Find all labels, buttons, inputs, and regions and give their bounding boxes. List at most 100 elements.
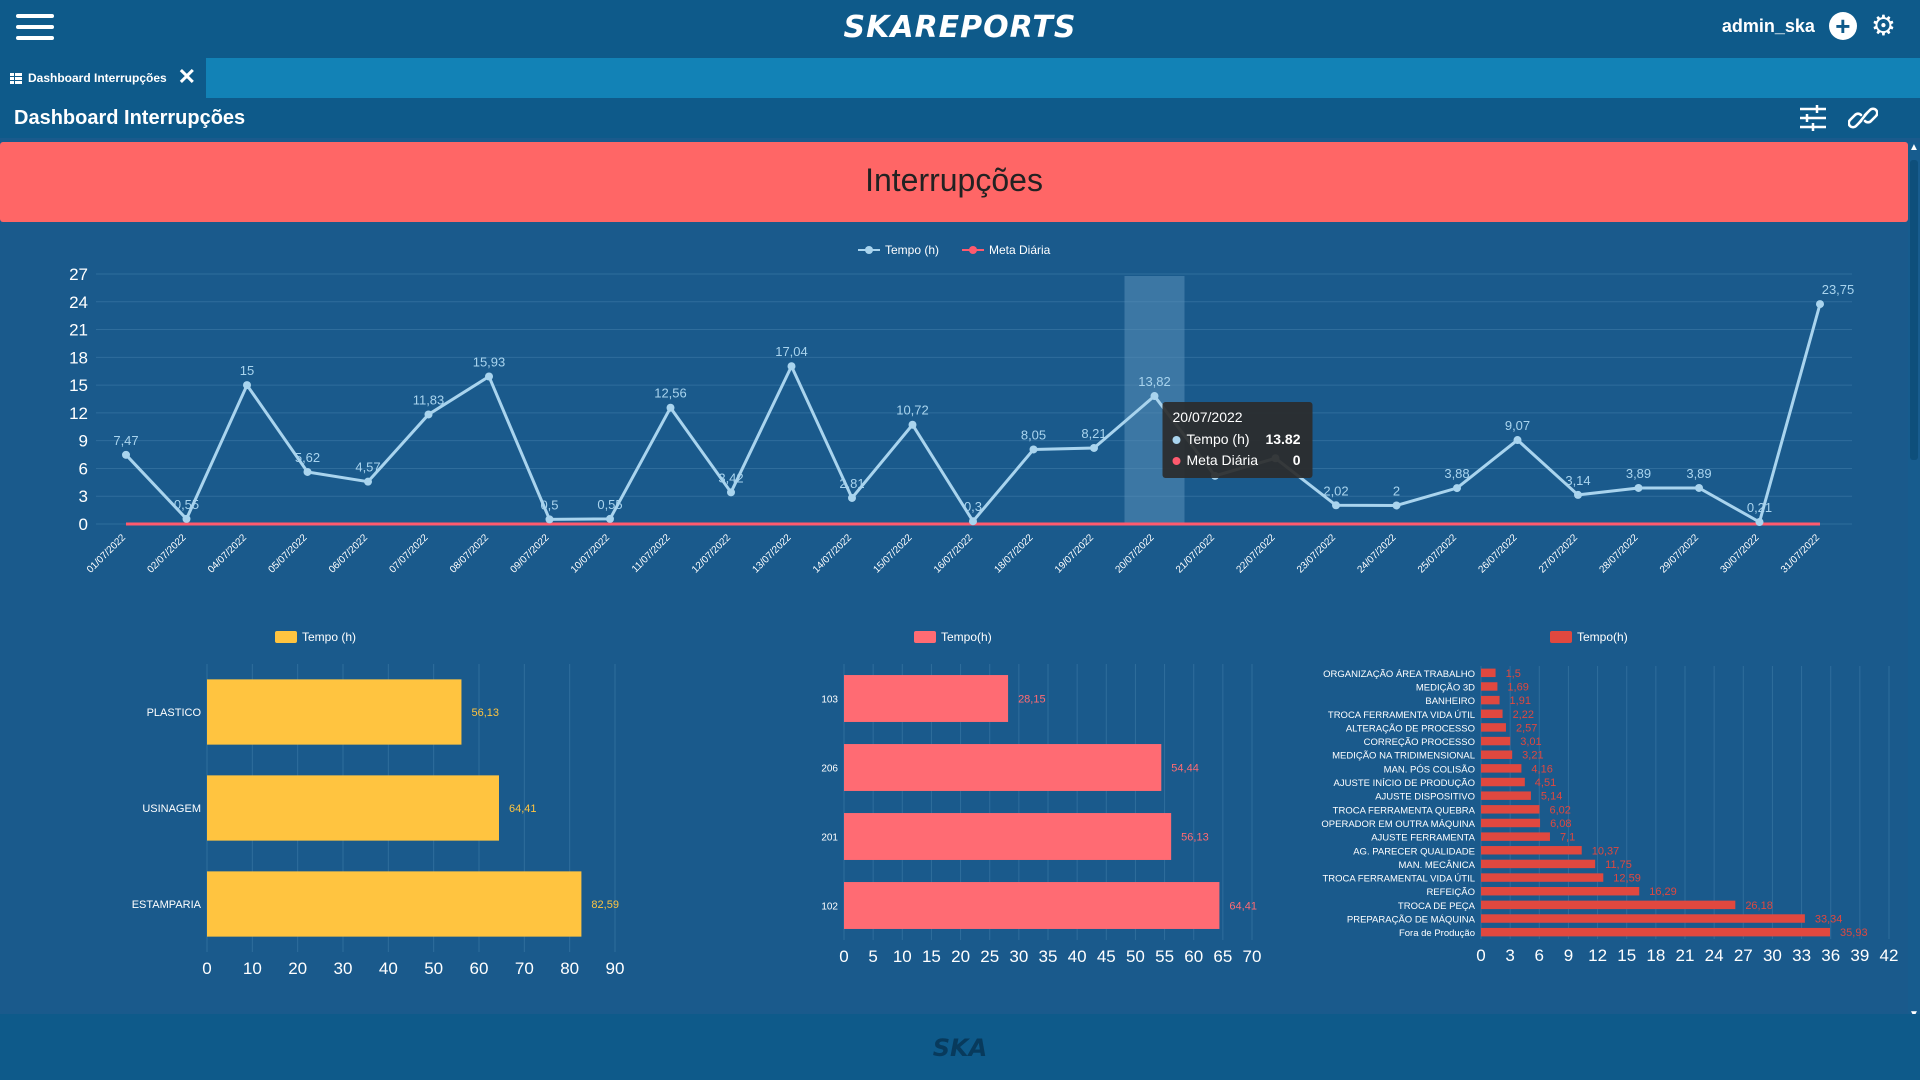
x-tick-label: 30/07/2022 bbox=[1718, 532, 1761, 575]
data-label: 4,57 bbox=[355, 460, 380, 475]
tab-label: Dashboard Interrupções bbox=[28, 71, 167, 85]
gear-icon[interactable]: ⚙ bbox=[1870, 10, 1896, 41]
bar bbox=[1481, 846, 1582, 855]
data-label: 2,02 bbox=[1323, 483, 1348, 498]
user-area: admin_ska + ⚙ bbox=[1722, 12, 1896, 40]
page-header: Dashboard Interrupções bbox=[0, 98, 1920, 138]
tempo-point bbox=[1755, 518, 1764, 527]
menu-icon[interactable] bbox=[16, 14, 54, 44]
bar bbox=[844, 744, 1162, 791]
user-name[interactable]: admin_ska bbox=[1721, 15, 1815, 36]
y-tick-label: 0 bbox=[79, 515, 88, 534]
tempo-point bbox=[908, 420, 917, 429]
legend-marker-meta bbox=[969, 246, 977, 254]
y-tick-label: 3 bbox=[79, 487, 88, 506]
category-label: TROCA FERRAMENTA VIDA ÚTIL bbox=[1328, 710, 1475, 721]
x-tick-label: 39 bbox=[1850, 946, 1869, 965]
tempo-point bbox=[1634, 483, 1643, 492]
data-label: 3,14 bbox=[1565, 473, 1590, 488]
x-tick-label: 50 bbox=[424, 959, 443, 978]
sliders-icon[interactable] bbox=[1798, 104, 1828, 132]
tempo-point bbox=[969, 517, 977, 526]
tempo-point bbox=[243, 381, 251, 390]
legend-swatch bbox=[275, 631, 297, 643]
data-label: 0,55 bbox=[597, 497, 622, 512]
tempo-point bbox=[182, 514, 191, 523]
x-tick-label: 21/07/2022 bbox=[1174, 532, 1217, 575]
data-label: 3,42 bbox=[718, 470, 743, 485]
legend-swatch bbox=[914, 631, 936, 643]
category-label: TROCA DE PEÇA bbox=[1398, 901, 1476, 912]
x-tick-label: 08/07/2022 bbox=[448, 532, 491, 575]
data-label: 3,21 bbox=[1522, 750, 1543, 762]
category-label: MAN. MECÂNICA bbox=[1398, 860, 1475, 871]
y-tick-label: 21 bbox=[69, 321, 88, 340]
link-icon[interactable] bbox=[1848, 104, 1878, 132]
category-label: PREPARAÇÃO DE MÁQUINA bbox=[1347, 915, 1476, 926]
bar bbox=[1481, 873, 1604, 882]
data-label: 3,88 bbox=[1444, 466, 1469, 481]
bar bbox=[1481, 709, 1503, 719]
data-label: 35,93 bbox=[1840, 927, 1868, 939]
data-label: 64,41 bbox=[1229, 901, 1257, 913]
x-tick-label: 90 bbox=[606, 959, 625, 978]
scroll-up-icon[interactable]: ▲ bbox=[1909, 142, 1919, 153]
scroll-thumb[interactable] bbox=[1910, 160, 1918, 460]
x-tick-label: 12/07/2022 bbox=[690, 532, 733, 575]
data-label: 11,83 bbox=[413, 392, 445, 407]
data-label: 15,93 bbox=[473, 355, 506, 370]
x-tick-label: 40 bbox=[379, 959, 398, 978]
tab-dashboard[interactable]: Dashboard Interrupções ✕ bbox=[0, 58, 206, 98]
category-label: AJUSTE INÍCIO DE PRODUÇÃO bbox=[1334, 778, 1475, 789]
y-tick-label: 12 bbox=[69, 404, 88, 423]
data-label: 33,34 bbox=[1815, 914, 1843, 926]
data-label: 0,55 bbox=[174, 497, 199, 512]
footer-logo: SKA bbox=[932, 1034, 988, 1062]
scrollbar[interactable]: ▲ ▼ bbox=[1908, 142, 1920, 1020]
tempo-point bbox=[1574, 490, 1582, 499]
data-label: 5,14 bbox=[1541, 791, 1562, 803]
category-label: MEDIÇÃO 3D bbox=[1416, 682, 1475, 693]
bar bbox=[1481, 750, 1513, 759]
x-tick-label: 13/07/2022 bbox=[750, 532, 793, 575]
x-tick-label: 29/07/2022 bbox=[1658, 532, 1701, 575]
y-tick-label: 18 bbox=[69, 348, 88, 367]
category-label: AG. PARECER QUALIDADE bbox=[1353, 846, 1475, 857]
x-tick-label: 23/07/2022 bbox=[1295, 532, 1338, 575]
bar bbox=[1481, 736, 1511, 746]
tempo-point bbox=[1332, 501, 1340, 510]
y-tick-label: 24 bbox=[69, 293, 88, 312]
banner-title: Interrupções bbox=[865, 162, 1043, 198]
data-label: 12,56 bbox=[654, 386, 687, 401]
x-tick-label: 31/07/2022 bbox=[1779, 532, 1822, 575]
data-label: 7,47 bbox=[113, 433, 138, 448]
x-tick-label: 20 bbox=[951, 947, 970, 966]
x-tick-label: 07/07/2022 bbox=[387, 532, 430, 575]
x-tick-label: 15/07/2022 bbox=[871, 532, 914, 575]
category-label: 206 bbox=[821, 764, 838, 775]
x-tick-label: 27/07/2022 bbox=[1537, 532, 1580, 575]
tooltip-date: 20/07/2022 bbox=[1173, 409, 1243, 425]
x-tick-label: 0 bbox=[1476, 946, 1485, 965]
x-tick-label: 19/07/2022 bbox=[1053, 532, 1096, 575]
tempo-point bbox=[666, 403, 675, 412]
close-icon[interactable]: ✕ bbox=[177, 64, 196, 89]
x-tick-label: 60 bbox=[470, 959, 489, 978]
brand-logo: SKAREPORTS bbox=[843, 10, 1077, 45]
data-label: 12,59 bbox=[1613, 873, 1641, 885]
x-tick-label: 14/07/2022 bbox=[811, 532, 854, 575]
data-label: 56,13 bbox=[1181, 832, 1209, 844]
tempo-point bbox=[424, 410, 433, 419]
category-label: 103 bbox=[821, 695, 838, 706]
bar bbox=[1481, 832, 1550, 841]
data-label: 11,75 bbox=[1605, 859, 1632, 871]
x-tick-label: 0 bbox=[202, 959, 211, 978]
plus-icon[interactable]: + bbox=[1828, 12, 1857, 40]
tempo-point bbox=[787, 362, 796, 371]
x-tick-label: 26/07/2022 bbox=[1476, 532, 1519, 575]
data-label: 56,13 bbox=[471, 707, 499, 719]
legend-label: Tempo(h) bbox=[941, 630, 992, 644]
category-label: 201 bbox=[821, 833, 838, 844]
tooltip-value: 13.82 bbox=[1265, 431, 1300, 447]
category-label: ALTERAÇÃO DE PROCESSO bbox=[1346, 723, 1475, 734]
